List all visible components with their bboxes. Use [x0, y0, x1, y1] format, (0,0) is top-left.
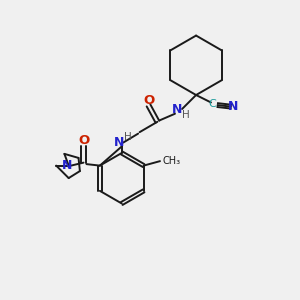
- Text: O: O: [78, 134, 89, 147]
- Text: N: N: [172, 103, 182, 116]
- Text: N: N: [228, 100, 238, 113]
- Text: N: N: [114, 136, 124, 149]
- Text: C: C: [208, 99, 216, 109]
- Text: H: H: [182, 110, 190, 120]
- Text: N: N: [62, 159, 72, 172]
- Text: H: H: [124, 132, 132, 142]
- Text: CH₃: CH₃: [163, 156, 181, 166]
- Text: O: O: [143, 94, 154, 106]
